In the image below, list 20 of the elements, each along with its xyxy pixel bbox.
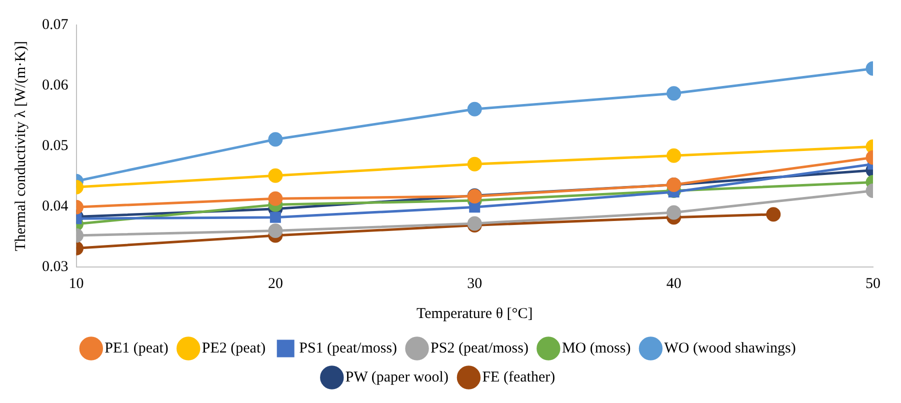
legend-label: PE2 (peat): [202, 340, 266, 356]
x-tick-label: 20: [268, 276, 283, 292]
legend-label: PE1 (peat): [104, 340, 168, 356]
legend-label: PS2 (peat/moss): [430, 340, 528, 356]
x-axis-title: Temperature θ [°C]: [416, 306, 533, 322]
x-tick-label: 50: [866, 276, 880, 292]
legend-label: PS1 (peat/moss): [299, 340, 398, 356]
legend-label: WO (wood shawings): [664, 340, 796, 356]
x-tick-label: 10: [68, 276, 84, 292]
legend-label: FE (feather): [482, 369, 556, 386]
y-tick-label: 0.03: [42, 258, 68, 275]
x-tick-label: 40: [666, 276, 682, 292]
y-tick-label: 0.05: [42, 138, 68, 154]
y-tick-label: 0.04: [42, 198, 69, 214]
x-tick-label: 30: [467, 276, 482, 292]
y-tick-label: 0.06: [42, 77, 69, 94]
legend-label: MO (moss): [562, 340, 631, 356]
y-axis-title: Thermal conductivity λ [W/(m·K)]: [12, 40, 29, 252]
legend-label: PW (paper wool): [345, 369, 448, 386]
y-tick-label: 0.07: [42, 16, 69, 33]
